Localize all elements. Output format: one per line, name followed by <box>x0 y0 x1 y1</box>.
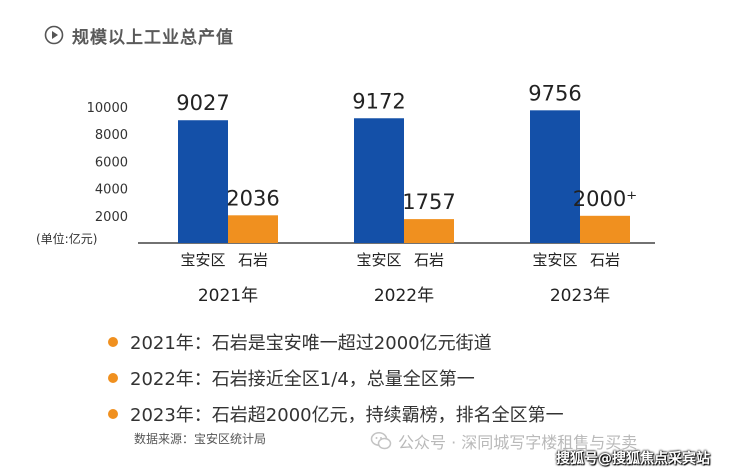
y-tick-label: 2000 <box>95 210 128 225</box>
y-tick-label: 6000 <box>95 155 128 170</box>
bullet-list: 2021年：石岩是宝安唯一超过2000亿元街道 2022年：石岩接近全区1/4，… <box>108 324 564 432</box>
page-title: 规模以上工业总产值 <box>72 27 234 48</box>
section-header: 规模以上工业总产值 <box>44 22 234 48</box>
data-label: 9027 <box>176 91 229 115</box>
data-label: 2000⁺ <box>573 187 638 211</box>
series-tick-label: 宝安区 <box>356 251 401 269</box>
bar-chart: 2000 4000 6000 8000 10000 (单位:亿元) 9027 宝安区 2036 石… <box>36 81 655 306</box>
list-item: 2021年：石岩是宝安唯一超过2000亿元街道 <box>108 324 564 360</box>
y-tick-label: 4000 <box>95 183 128 198</box>
category-label: 2023年 <box>550 286 610 306</box>
bullet-dot-icon <box>108 409 118 419</box>
category-label: 2021年 <box>198 286 258 306</box>
watermark-secondary: 搜狐号@搜狐焦点采宾站 <box>556 451 710 467</box>
series-tick-label: 石岩 <box>238 251 268 269</box>
category-label: 2022年 <box>374 286 434 306</box>
series-tick-label: 宝安区 <box>532 251 577 269</box>
list-item: 2022年：石岩接近全区1/4，总量全区第一 <box>108 360 564 396</box>
bullet-text: 2021年：石岩是宝安唯一超过2000亿元街道 <box>130 333 492 354</box>
watermark-text: 公众号 · 深同城写字楼租售与买卖 <box>398 433 638 452</box>
series-tick-label: 宝安区 <box>180 251 225 269</box>
data-source: 数据来源：宝安区统计局 <box>134 432 267 446</box>
data-label: 9172 <box>352 89 405 113</box>
bullet-text: 2023年：石岩超2000亿元，持续霸榜，排名全区第一 <box>130 405 564 426</box>
watermark: 公众号 · 深同城写字楼租售与买卖 <box>370 429 637 453</box>
bullet-text: 2022年：石岩接近全区1/4，总量全区第一 <box>130 369 475 390</box>
bullet-dot-icon <box>108 373 118 383</box>
bar-baoan <box>530 110 580 244</box>
bar-shiyan <box>580 215 630 243</box>
series-tick-label: 石岩 <box>414 251 444 269</box>
y-tick-label: 8000 <box>95 128 128 143</box>
list-item: 2023年：石岩超2000亿元，持续霸榜，排名全区第一 <box>108 396 564 432</box>
play-circle-icon <box>44 25 64 45</box>
bar-baoan <box>178 120 228 243</box>
bullet-dot-icon <box>108 337 118 347</box>
data-label: 1757 <box>402 190 455 214</box>
y-axis-label: (单位:亿元) <box>36 231 97 246</box>
bar-shiyan <box>404 219 454 243</box>
data-label: 9756 <box>528 81 581 105</box>
data-label: 2036 <box>226 186 279 210</box>
bar-baoan <box>354 118 404 243</box>
series-tick-label: 石岩 <box>590 251 620 269</box>
wechat-icon <box>370 432 392 450</box>
y-tick-label: 10000 <box>87 101 128 116</box>
bar-shiyan <box>228 215 278 243</box>
